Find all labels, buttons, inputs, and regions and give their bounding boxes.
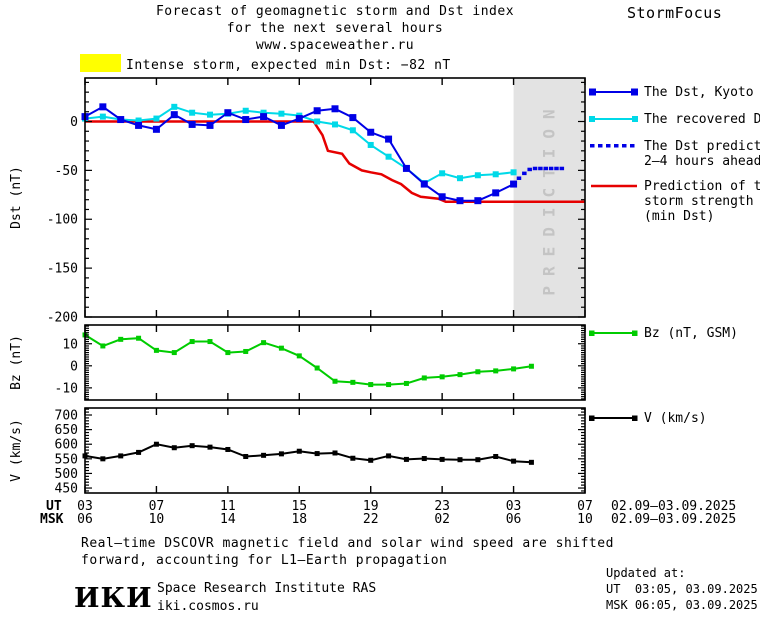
x-tick-msk: 22	[362, 512, 379, 527]
iki-logo: ИКИ	[74, 583, 153, 614]
institute-url: iki.cosmos.ru	[157, 599, 259, 614]
footnote-line-1: Real–time DSCOVR magnetic field and sola…	[81, 536, 614, 551]
bz-nt-gsm-line	[84, 334, 532, 386]
dst-frame	[84, 77, 586, 318]
x-tick-msk: 10	[148, 512, 165, 527]
x-axis-ut-ticks: 03 07 11 15 19 23 03 07	[0, 499, 760, 514]
x-tick-msk: 06	[77, 512, 93, 527]
dst-ytick-label: -200	[47, 311, 78, 326]
x-tick-msk: 10	[577, 512, 593, 527]
ut-axis-label: UT	[46, 499, 62, 514]
prediction-of-the-storm-strength-min-dst-line	[85, 120, 585, 203]
series-the-dst-prediction-2-4-hours-ahead	[516, 166, 565, 180]
brand-stormfocus: StormFocus	[627, 4, 723, 22]
v-ytick-label: 700	[55, 409, 78, 424]
bz-ytick-label: -10	[55, 381, 78, 396]
bz-legend-marker	[589, 330, 638, 336]
prediction-band-label: PREDICTION	[539, 99, 558, 295]
dst-ytick-label: -150	[47, 262, 78, 277]
v-ytick-label: 450	[55, 482, 78, 497]
storm-level-swatch	[80, 54, 121, 72]
x-tick-ut: 15	[291, 499, 308, 514]
x-tick-ut: 03	[505, 499, 522, 514]
updated-at-msk: MSK 06:05, 03.09.2025	[606, 598, 758, 612]
series-v-km-s	[82, 441, 534, 465]
forecast-chart: PREDICTION 0 -50 -100 -150 -200 Dst (nT) 10 0 -10…	[9, 77, 586, 497]
legend-label: Bz (nT, GSM)	[644, 326, 738, 341]
legend-recovered-dst: The recovered Dst	[588, 112, 760, 127]
bz-panel: 10 0 -10 Bz (nT)	[9, 324, 586, 401]
dst-kyoto-legend-marker	[589, 88, 638, 96]
x-tick-ut: 07	[577, 499, 593, 514]
footnote: Real–time DSCOVR magnetic field and sola…	[81, 535, 614, 569]
v-ylabel: V (km/s)	[9, 419, 24, 482]
title-line-2: for the next several hours	[226, 21, 444, 36]
dst-ytick-label: -50	[55, 164, 78, 179]
x-tick-ut: 07	[148, 499, 165, 514]
legend-storm-strength-prediction: Prediction of the storm strength (min Ds…	[588, 179, 760, 224]
legend-label: The Dst, Kyoto	[644, 85, 754, 100]
bz-ytick-label: 0	[70, 359, 78, 374]
x-tick-ut: 23	[434, 499, 450, 514]
dst-ytick-label: 0	[70, 115, 78, 130]
dst-panel: PREDICTION 0 -50 -100 -150 -200 Dst (nT)	[9, 77, 586, 326]
storm-alert-text: Intense storm, expected min Dst: −82 nT	[126, 58, 451, 73]
x-tick-ut: 03	[77, 499, 93, 514]
legend-label: The recovered Dst	[644, 112, 760, 127]
v-km-s-line	[84, 443, 532, 464]
x-tick-msk: 02	[434, 512, 450, 527]
prediction-band	[513, 78, 585, 317]
dst-ytick-label: -100	[47, 213, 78, 228]
legend-label: The Dst prediction 2–4 hours ahead	[644, 139, 760, 169]
bz-ytick-label: 10	[62, 337, 78, 352]
site-url: www.spaceweather.ru	[255, 38, 415, 53]
x-tick-msk: 14	[220, 512, 236, 527]
bz-frame	[84, 324, 586, 401]
page-title: Forecast of geomagnetic storm and Dst in…	[85, 3, 585, 54]
legend-dst-prediction: The Dst prediction 2–4 hours ahead	[588, 139, 760, 169]
x-tick-msk: 18	[291, 512, 308, 527]
x-tick-msk: 06	[505, 512, 522, 527]
bz-ylabel: Bz (nT)	[9, 335, 24, 390]
dst-prediction-legend-marker	[590, 144, 635, 148]
legend-dst-kyoto: The Dst, Kyoto	[588, 85, 754, 100]
footnote-line-2: forward, accounting for L1–Earth propaga…	[81, 553, 448, 568]
v-ytick-label: 650	[55, 423, 78, 438]
legend-bz: Bz (nT, GSM)	[588, 326, 738, 341]
msk-date-range: 02.09–03.09.2025	[611, 512, 737, 527]
series-bz-nt-gsm	[82, 332, 534, 388]
title-line-1: Forecast of geomagnetic storm and Dst in…	[155, 4, 515, 19]
legend-label: V (km/s)	[644, 411, 707, 426]
ut-date-range: 02.09–03.09.2025	[611, 499, 737, 514]
v-ytick-label: 550	[55, 452, 78, 467]
series-prediction-of-the-storm-strength-min-dst	[85, 120, 585, 203]
storm-strength-legend-marker	[591, 184, 637, 188]
x-tick-ut: 11	[220, 499, 236, 514]
v-legend-marker	[589, 415, 638, 421]
institute-name: Space Research Institute RAS	[157, 581, 377, 596]
dst-ylabel: Dst (nT)	[9, 166, 24, 229]
series-the-dst-kyoto	[81, 103, 518, 205]
updated-at-ut: UT 03:05, 03.09.2025	[606, 582, 758, 596]
legend-v: V (km/s)	[588, 411, 707, 426]
updated-at-label: Updated at:	[606, 566, 686, 580]
recovered-dst-legend-marker	[589, 116, 638, 122]
msk-axis-label: MSK	[40, 512, 64, 527]
v-ytick-label: 500	[55, 467, 78, 482]
v-ytick-label: 600	[55, 438, 78, 453]
x-axis-msk-ticks: 06 10 14 18 22 02 06 10	[0, 512, 760, 527]
x-tick-ut: 19	[362, 499, 379, 514]
legend-label: Prediction of the storm strength (min Ds…	[644, 179, 760, 224]
